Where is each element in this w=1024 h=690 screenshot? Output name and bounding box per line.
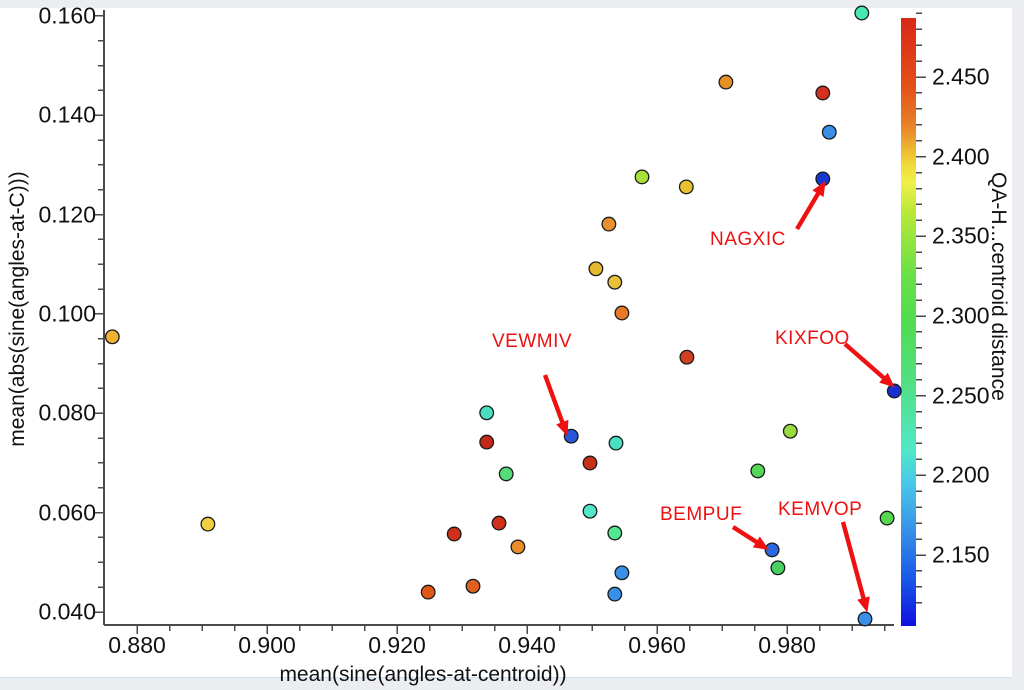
data-point[interactable] [588, 261, 604, 277]
annotation-arrow [731, 525, 760, 545]
data-point[interactable] [104, 329, 120, 345]
x-tick-label: 0.940 [498, 632, 556, 658]
data-point[interactable] [465, 578, 481, 594]
annotation-arrowhead [556, 419, 569, 437]
data-point[interactable] [582, 455, 598, 471]
data-point-kixfoo[interactable] [886, 383, 902, 399]
y-tick-label: 0.160 [38, 2, 96, 29]
colorbar-tick-label: 2.450 [932, 63, 990, 90]
colorbar-tick-label: 2.300 [932, 302, 990, 329]
y-tick-label: 0.100 [38, 300, 96, 327]
data-point[interactable] [718, 74, 734, 90]
y-tick-label: 0.140 [38, 101, 96, 128]
annotation-arrowhead [752, 536, 769, 551]
colorbar-axis-title: QA-H...centroid distance [987, 172, 1010, 401]
x-tick-label: 0.900 [238, 632, 296, 658]
annotation-arrow [795, 190, 821, 231]
data-point[interactable] [479, 434, 495, 450]
data-point[interactable] [607, 525, 623, 541]
annotation-arrow [542, 374, 566, 425]
y-tick-label: 0.080 [38, 399, 96, 426]
y-axis-title: mean(abs(sine(angles-at-C))) [6, 171, 29, 447]
colorbar-tick-label: 2.400 [932, 143, 990, 170]
data-point[interactable] [815, 85, 831, 101]
data-point[interactable] [750, 463, 766, 479]
x-tick-label: 0.980 [758, 632, 816, 658]
data-point[interactable] [491, 515, 507, 531]
colorbar-tick-label: 2.350 [932, 222, 990, 249]
data-point-bempuf[interactable] [764, 542, 780, 558]
colorbar-tick-label: 2.150 [932, 541, 990, 568]
data-point[interactable] [614, 565, 630, 581]
data-point[interactable] [678, 179, 694, 195]
annotation-arrow [843, 342, 887, 381]
annotation-arrowhead [857, 596, 870, 613]
annotation-label-bempuf: BEMPUF [660, 504, 743, 525]
data-point[interactable] [770, 560, 786, 576]
data-point[interactable] [601, 216, 617, 232]
x-tick-label: 0.880 [108, 632, 166, 658]
data-point[interactable] [821, 124, 837, 140]
data-point[interactable] [446, 526, 462, 542]
data-point[interactable] [879, 510, 895, 526]
y-tick-label: 0.060 [38, 499, 96, 526]
annotation-arrowhead [812, 180, 826, 198]
annotation-label-kixfoo: KIXFOO [775, 328, 850, 349]
y-tick-label: 0.120 [38, 201, 96, 228]
x-tick-label: 0.960 [628, 632, 686, 658]
data-point[interactable] [607, 586, 623, 602]
colorbar-tick-label: 2.250 [932, 382, 990, 409]
data-point-kemvop[interactable] [857, 611, 873, 627]
annotation-label-vewmiv: VEWMIV [492, 331, 573, 352]
data-point[interactable] [679, 349, 695, 365]
data-point[interactable] [200, 516, 216, 532]
data-point[interactable] [782, 423, 798, 439]
x-tick-label: 0.920 [368, 632, 426, 658]
data-point[interactable] [634, 169, 650, 185]
annotation-label-kemvop: KEMVOP [778, 499, 863, 520]
colorbar-gradient [901, 18, 916, 626]
y-tick-label: 0.040 [38, 598, 96, 625]
data-point[interactable] [479, 405, 495, 421]
data-point[interactable] [608, 435, 624, 451]
data-point[interactable] [510, 539, 526, 555]
data-point[interactable] [582, 503, 598, 519]
data-point[interactable] [420, 584, 436, 600]
data-point[interactable] [614, 305, 630, 321]
plot-figure [0, 8, 1012, 678]
data-point[interactable] [854, 5, 870, 21]
data-point-vewmiv[interactable] [563, 428, 579, 444]
x-axis-title: mean(sine(angles-at-centroid)) [279, 663, 567, 686]
annotation-label-nagxic: NAGXIC [710, 229, 786, 250]
annotation-arrow [840, 521, 867, 601]
data-point[interactable] [498, 466, 514, 482]
data-point[interactable] [607, 274, 623, 290]
colorbar-tick-label: 2.200 [932, 461, 990, 488]
annotation-arrowhead [879, 372, 895, 388]
